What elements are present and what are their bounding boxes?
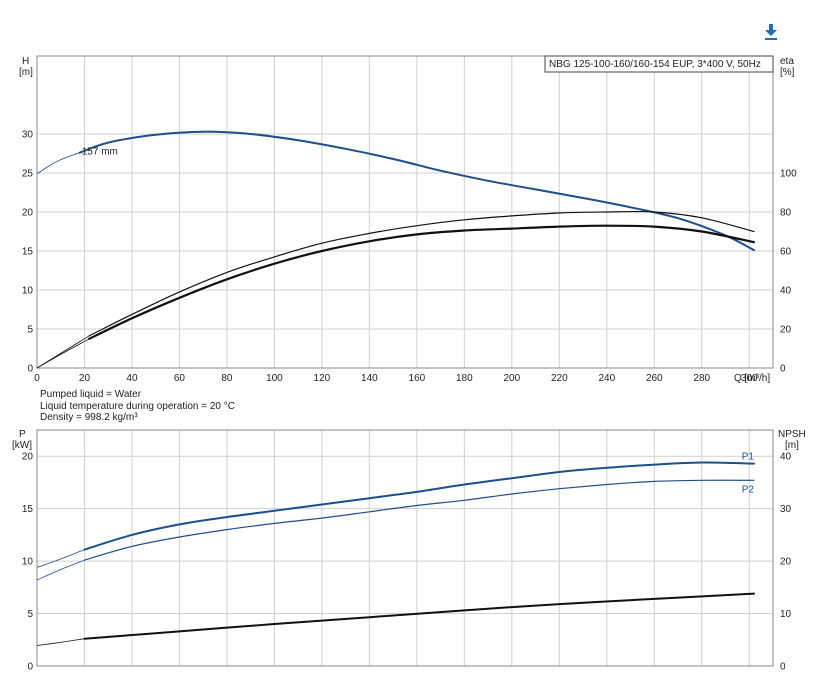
- bottom-series-p1-extension: [36, 549, 85, 568]
- x-tick-label: 0: [34, 373, 40, 384]
- head-tick-label: 15: [22, 247, 34, 258]
- x-tick-label: 80: [221, 373, 233, 384]
- impeller-diameter-label: 157 mm: [82, 147, 118, 158]
- x-tick-label: 40: [126, 373, 138, 384]
- bottom-series-2: [83, 592, 755, 640]
- x-tick-label: 120: [314, 373, 331, 384]
- eta-tick-label: 80: [780, 208, 792, 219]
- power-axis-unit: [kW]: [12, 440, 32, 451]
- npsh-axis-unit: [m]: [785, 440, 799, 451]
- npsh-tick-label: 0: [780, 662, 786, 673]
- power-tick-label: 20: [22, 452, 34, 463]
- x-tick-label: 260: [646, 373, 663, 384]
- head-tick-label: 20: [22, 208, 34, 219]
- x-tick-label: 200: [503, 373, 520, 384]
- download-arrow-icon: [765, 24, 777, 40]
- x-tick-label: 160: [409, 373, 426, 384]
- head-tick-label: 25: [22, 169, 34, 180]
- bottom-series-p1: [83, 461, 755, 551]
- eta-tick-label: 0: [780, 364, 786, 375]
- bottom-series-p2-extension: [36, 559, 85, 581]
- top-tick-labels: 0 20 40 60 80 100 120 140 160 180 200 220 240 260 280 3…: [22, 130, 797, 385]
- head-tick-label: 30: [22, 130, 34, 141]
- bottom-gridlines: [36, 430, 773, 667]
- npsh-axis-label: NPSH: [778, 429, 806, 440]
- eta-axis-unit: [%]: [780, 67, 795, 78]
- npsh-tick-label: 10: [780, 609, 792, 620]
- pumped-liquid-text: Pumped liquid = Water: [40, 389, 142, 400]
- top-series-2: [88, 224, 756, 340]
- bottom-series-lines: [36, 461, 755, 646]
- download-button[interactable]: [762, 22, 780, 42]
- top-series-1: [88, 210, 755, 337]
- p2-series-label: P2: [742, 484, 755, 495]
- x-tick-label: 140: [361, 373, 378, 384]
- npsh-tick-label: 30: [780, 504, 792, 515]
- x-tick-label: 60: [174, 373, 186, 384]
- flow-axis-label: Q [m³/h]: [734, 373, 770, 384]
- x-tick-label: 300: [741, 373, 758, 384]
- eta-tick-label: 20: [780, 325, 792, 336]
- head-axis-unit: [m]: [19, 67, 33, 78]
- p1-series-label: P1: [742, 452, 755, 463]
- npsh-tick-label: 20: [780, 557, 792, 568]
- bottom-series-p2: [83, 479, 755, 561]
- head-tick-label: 5: [27, 325, 33, 336]
- power-tick-label: 0: [27, 662, 33, 673]
- head-tick-label: 0: [27, 364, 33, 375]
- power-axis-label: P: [19, 429, 26, 440]
- x-tick-label: 100: [266, 373, 283, 384]
- title-box: [544, 55, 774, 73]
- liquid-temperature-text: Liquid temperature during operation = 20…: [40, 400, 235, 412]
- power-tick-label: 15: [22, 504, 34, 515]
- head-tick-label: 10: [22, 286, 34, 297]
- liquid-info: Pumped liquid = Water Liquid temperature…: [40, 389, 235, 424]
- x-tick-label: 240: [598, 373, 615, 384]
- x-tick-label: 280: [693, 373, 710, 384]
- eta-tick-label: 60: [780, 247, 792, 258]
- top-series-0-extension: [36, 152, 80, 175]
- pump-model-title: NBG 125-100-160/160-154 EUP, 3*400 V, 50…: [549, 59, 761, 70]
- power-tick-label: 5: [27, 609, 33, 620]
- eta-tick-label: 100: [780, 169, 797, 180]
- power-tick-label: 10: [22, 557, 34, 568]
- top-series-2-extension: [36, 338, 90, 369]
- x-tick-label: 20: [79, 373, 91, 384]
- bottom-series-2-extension: [36, 638, 85, 646]
- bottom-plot-frame: [36, 429, 774, 667]
- head-axis-label: H: [22, 56, 29, 67]
- power-npsh-chart: 0 5 10 15 20 0 10 20 30 40 P [kW] NPSH [m] P1 P2: [12, 429, 806, 673]
- npsh-tick-label: 40: [780, 452, 792, 463]
- density-text: Density = 998.2 kg/m³: [40, 412, 138, 423]
- x-tick-label: 180: [456, 373, 473, 384]
- x-tick-label: 220: [551, 373, 568, 384]
- top-plot-frame: [36, 55, 774, 369]
- bottom-tick-labels: 0 5 10 15 20 0 10 20 30 40: [22, 452, 792, 673]
- head-efficiency-chart: 0 20 40 60 80 100 120 140 160 180 200 220 240 260 280 3…: [19, 55, 797, 385]
- top-series-lines: [36, 130, 756, 369]
- eta-tick-label: 40: [780, 286, 792, 297]
- eta-axis-label: eta: [780, 56, 794, 67]
